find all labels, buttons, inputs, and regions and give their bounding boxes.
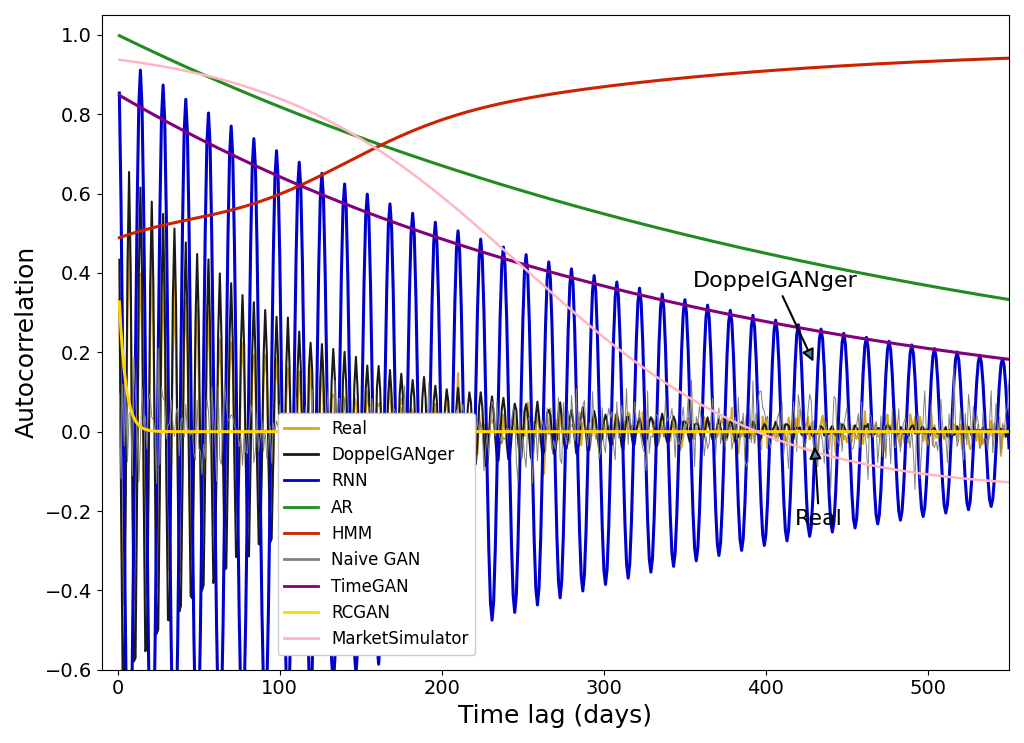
Line: Naive GAN: Naive GAN: [120, 348, 1009, 490]
HMM: [729, 69, 741, 78]
HMM: [178, 216, 190, 225]
DoppelGANger: [899, 426, 911, 435]
RNN: [459, 471, 471, 480]
Real: [1002, 434, 1015, 443]
Line: AR: AR: [120, 36, 1009, 299]
Naive GAN: [457, 400, 469, 409]
RCGAN: [114, 297, 126, 306]
Text: DoppelGANger: DoppelGANger: [693, 271, 858, 360]
DoppelGANger: [459, 464, 471, 473]
RCGAN: [455, 427, 467, 436]
Line: RCGAN: RCGAN: [120, 302, 1009, 432]
Real: [459, 438, 471, 447]
RCGAN: [1002, 427, 1015, 436]
RNN: [521, 268, 534, 277]
RCGAN: [178, 427, 190, 436]
HMM: [518, 94, 530, 103]
RNN: [1002, 444, 1015, 452]
MarketSimulator: [455, 208, 467, 217]
TimeGAN: [178, 126, 190, 135]
AR: [729, 242, 741, 251]
Real: [732, 449, 744, 458]
Line: HMM: HMM: [120, 58, 1009, 238]
TimeGAN: [518, 260, 530, 269]
HMM: [897, 58, 909, 67]
Real: [521, 398, 534, 407]
AR: [178, 62, 190, 71]
HMM: [1002, 53, 1015, 62]
TimeGAN: [114, 91, 126, 100]
RNN: [901, 408, 913, 417]
RCGAN: [897, 427, 909, 436]
Real: [181, 348, 194, 357]
Naive GAN: [153, 343, 165, 352]
Legend: Real, DoppelGANger, RNN, AR, HMM, Naive GAN, TimeGAN, RCGAN, MarketSimulator: Real, DoppelGANger, RNN, AR, HMM, Naive …: [278, 413, 475, 655]
AR: [114, 31, 126, 40]
RNN: [114, 88, 126, 97]
Naive GAN: [114, 389, 126, 398]
Real: [899, 442, 911, 451]
TimeGAN: [455, 241, 467, 250]
Text: Real: Real: [795, 449, 843, 529]
DoppelGANger: [732, 432, 744, 441]
DoppelGANger: [901, 433, 913, 442]
MarketSimulator: [178, 66, 190, 75]
Real: [123, 221, 135, 230]
HMM: [455, 109, 467, 118]
Naive GAN: [1002, 376, 1015, 385]
Real: [117, 600, 129, 609]
DoppelGANger: [117, 668, 129, 677]
X-axis label: Time lag (days): Time lag (days): [459, 704, 652, 728]
MarketSimulator: [1002, 478, 1015, 487]
Line: DoppelGANger: DoppelGANger: [120, 172, 1009, 672]
RCGAN: [896, 427, 908, 436]
AR: [896, 276, 908, 285]
DoppelGANger: [521, 409, 534, 418]
Real: [114, 295, 126, 304]
MarketSimulator: [114, 55, 126, 64]
Naive GAN: [897, 418, 909, 427]
TimeGAN: [896, 340, 908, 349]
Naive GAN: [179, 400, 191, 409]
HMM: [114, 233, 126, 242]
RNN: [181, 129, 194, 137]
HMM: [896, 58, 908, 67]
AR: [1002, 295, 1015, 304]
AR: [518, 187, 530, 196]
Real: [901, 435, 913, 444]
Naive GAN: [899, 413, 911, 422]
MarketSimulator: [896, 467, 908, 476]
RNN: [134, 65, 146, 74]
TimeGAN: [729, 311, 741, 320]
Line: MarketSimulator: MarketSimulator: [120, 59, 1009, 482]
DoppelGANger: [114, 256, 126, 265]
AR: [897, 276, 909, 285]
Naive GAN: [730, 435, 742, 444]
RNN: [732, 502, 744, 510]
MarketSimulator: [518, 264, 530, 273]
MarketSimulator: [897, 467, 909, 476]
Line: RNN: RNN: [120, 70, 1009, 743]
DoppelGANger: [181, 308, 194, 317]
MarketSimulator: [729, 418, 741, 426]
RNN: [899, 447, 911, 455]
Line: Real: Real: [120, 225, 1009, 605]
RCGAN: [729, 427, 741, 436]
TimeGAN: [897, 340, 909, 349]
Naive GAN: [520, 463, 532, 472]
DoppelGANger: [1002, 428, 1015, 437]
DoppelGANger: [123, 167, 135, 176]
Y-axis label: Autocorrelation: Autocorrelation: [15, 246, 39, 438]
AR: [455, 167, 467, 176]
RCGAN: [518, 427, 530, 436]
Line: TimeGAN: TimeGAN: [120, 95, 1009, 360]
TimeGAN: [1002, 355, 1015, 364]
Naive GAN: [909, 485, 922, 494]
